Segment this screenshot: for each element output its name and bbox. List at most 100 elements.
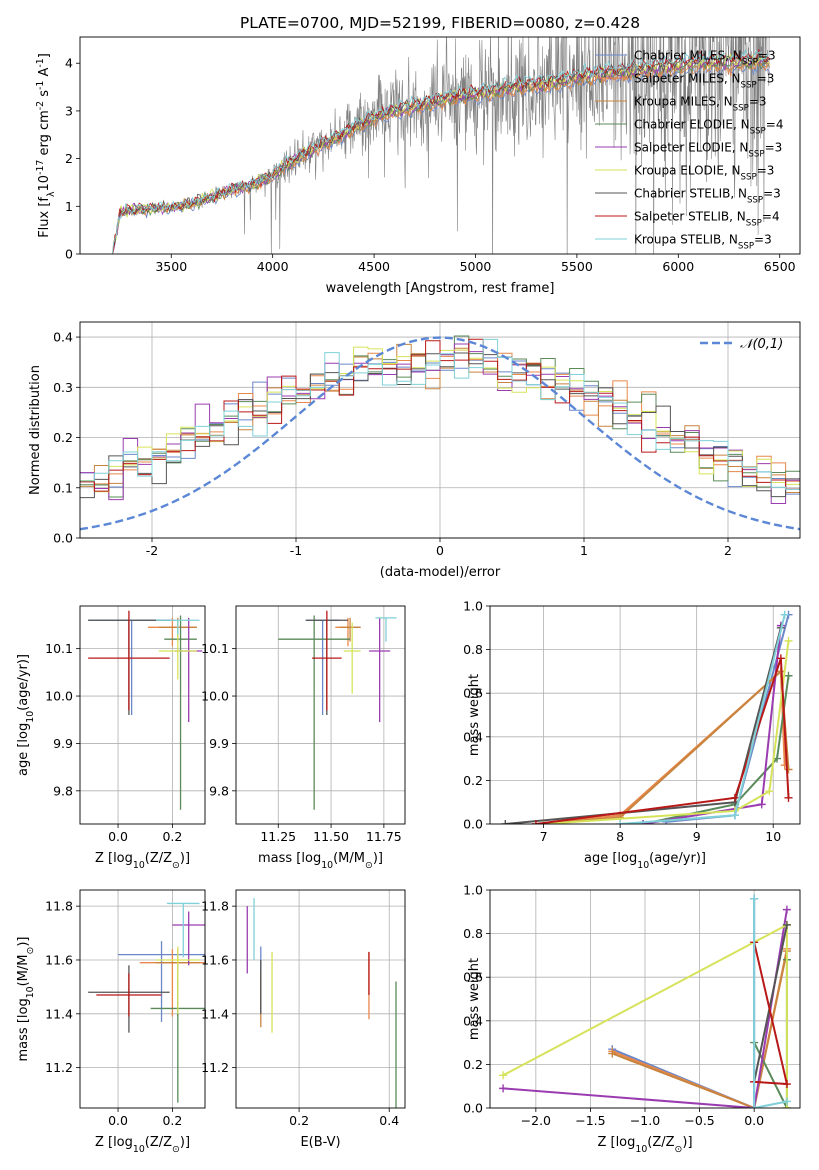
weight-series-line [753, 924, 788, 1083]
y-tick-label: 0.2 [463, 1057, 483, 1072]
weight-point-marker [616, 820, 625, 824]
weight-point-marker [780, 610, 789, 619]
weight-point-marker [784, 671, 793, 680]
y-tick-label: 9.8 [209, 783, 229, 798]
plot-area [499, 894, 791, 1108]
legend-label: Salpeter STELIB, NSSP=4 [634, 210, 780, 229]
y-tick-label: 10.1 [201, 641, 229, 656]
x-tick-label: -2 [146, 543, 158, 558]
y-tick-label: 11.8 [201, 899, 229, 914]
y-tick-label: 9.9 [53, 736, 73, 751]
y-tick-label: 1.0 [463, 883, 483, 898]
axes-frame [489, 889, 801, 1109]
legend-label: Kroupa ELODIE, NSSP=3 [634, 164, 774, 183]
y-axis-label: age [log10(age/yr)] [16, 654, 36, 776]
x-tick-label: 4500 [358, 259, 390, 274]
figure-title: PLATE=0700, MJD=52199, FIBERID=0080, z=0… [240, 14, 640, 32]
weight-point-marker [750, 1104, 759, 1108]
model-spectrum [112, 60, 770, 254]
legend-label: Kroupa STELIB, NSSP=3 [634, 233, 772, 252]
weight-point-marker [608, 1049, 617, 1058]
x-tick-label: 11.25 [260, 829, 296, 844]
x-tick-label: −1.5 [575, 1113, 605, 1128]
plot-area [112, 37, 770, 254]
y-tick-label: 0.8 [463, 926, 483, 941]
x-tick-label: 0.4 [379, 1113, 399, 1128]
axes-frame [79, 321, 801, 539]
x-axis-label: (data-model)/error [380, 565, 501, 580]
y-tick-label: 11.4 [45, 1006, 73, 1021]
plot-area [246, 898, 397, 1108]
y-tick-label: 1 [65, 199, 73, 214]
y-tick-label: 0.2 [53, 430, 73, 445]
panel-spectrum: 3500 4000 4500 5000 5500 6000 6500 0 1 2 3 4 wavelen… [35, 36, 801, 296]
x-tick-label: 11.75 [366, 829, 402, 844]
x-tick-label: -1 [290, 543, 302, 558]
x-tick-label: 9 [693, 829, 701, 844]
residual-histogram [80, 338, 800, 492]
weight-point-marker [750, 894, 759, 903]
residual-histogram [80, 343, 800, 493]
x-tick-label: −0.5 [684, 1113, 714, 1128]
x-axis-label: age [log10(age/yr)] [584, 851, 706, 871]
y-tick-label: 11.8 [45, 899, 73, 914]
y-tick-label: 1.0 [463, 599, 483, 614]
y-tick-label: 11.2 [201, 1060, 229, 1075]
y-tick-label: 11.4 [201, 1006, 229, 1021]
panel-weight_vs_Z: −2.0 −1.5 −1.0 −0.5 0.0 0.0 0.2 0.4 0.6 0.8 1.0 Z [… [463, 883, 801, 1155]
weight-series-line [611, 950, 788, 1108]
plot-area [278, 610, 397, 810]
legend-label: Chabrier MILES, NSSP=3 [634, 49, 776, 68]
panel-mass_vs_Z: 0.0 0.2 11.2 11.4 11.6 11.8 Z [log10(Z/Z⊙)] mas… [16, 889, 206, 1155]
panel-weight_vs_age: 7 8 9 10 0.0 0.2 0.4 0.6 0.8 1.0 age [log10(age/yr… [463, 599, 801, 871]
x-tick-label: 0.2 [289, 1113, 309, 1128]
y-axis-label: mass weight [467, 674, 482, 756]
x-tick-label: 10 [765, 829, 781, 844]
x-tick-label: 1 [580, 543, 588, 558]
y-tick-label: 3 [65, 103, 73, 118]
weight-point-marker [776, 654, 785, 663]
legend-label: Chabrier ELODIE, NSSP=4 [634, 118, 783, 137]
x-tick-label: 4000 [257, 259, 289, 274]
weight-point-marker [782, 905, 791, 914]
model-spectrum [112, 57, 770, 254]
x-tick-label: −1.0 [630, 1113, 660, 1128]
weight-point-marker [765, 787, 774, 796]
plot-area [88, 902, 205, 1103]
x-tick-label: 5000 [460, 259, 492, 274]
y-tick-label: 0.6 [463, 686, 483, 701]
x-tick-label: 11.50 [313, 829, 349, 844]
y-tick-label: 11.2 [45, 1060, 73, 1075]
weight-point-marker [782, 920, 791, 929]
panel-residuals: -2 -1 0 1 2 0.0 0.1 0.2 0.3 0.4 (data-model)/error… [28, 321, 801, 580]
y-tick-label: 0.1 [53, 480, 73, 495]
weight-series-line [642, 625, 782, 824]
panel-mass_vs_ebv: 0.2 0.4 11.2 11.4 11.6 11.8 E(B-V) [201, 889, 406, 1150]
y-tick-label: 0.2 [463, 773, 483, 788]
model-spectrum [112, 49, 770, 254]
plot-layer: 3500 4000 4500 5000 5500 6000 6500 0 1 2 3 4 wavelen… [16, 36, 801, 1155]
weight-point-marker [784, 765, 793, 774]
x-tick-label: 0.0 [108, 1113, 128, 1128]
y-tick-label: 10.0 [45, 689, 73, 704]
y-axis-label: Flux [fλ10-17 erg cm-2 s-1 A-1] [35, 53, 57, 238]
y-tick-label: 0.0 [463, 1101, 483, 1116]
weight-point-marker [782, 1080, 791, 1089]
x-axis-label: wavelength [Angstrom, rest frame] [326, 281, 555, 296]
weight-series-line [535, 658, 790, 824]
x-axis-label: mass [log10(M/M⊙)] [258, 851, 383, 871]
y-tick-label: 0.0 [463, 817, 483, 832]
x-tick-label: 0.2 [162, 1113, 182, 1128]
x-tick-label: 6500 [764, 259, 796, 274]
axes-frame [79, 889, 206, 1109]
model-spectrum [112, 62, 770, 254]
plot-area [88, 610, 203, 810]
y-tick-label: 0 [65, 247, 73, 262]
weight-point-marker [757, 800, 766, 809]
x-axis-label: Z [log10(Z/Z⊙)] [95, 1135, 190, 1155]
weight-series-line [753, 898, 788, 1108]
x-tick-label: 0.2 [162, 829, 182, 844]
y-tick-label: 10.0 [201, 689, 229, 704]
legend-label: Salpeter MILES, NSSP=3 [634, 72, 774, 91]
weight-series-line [611, 898, 756, 1108]
